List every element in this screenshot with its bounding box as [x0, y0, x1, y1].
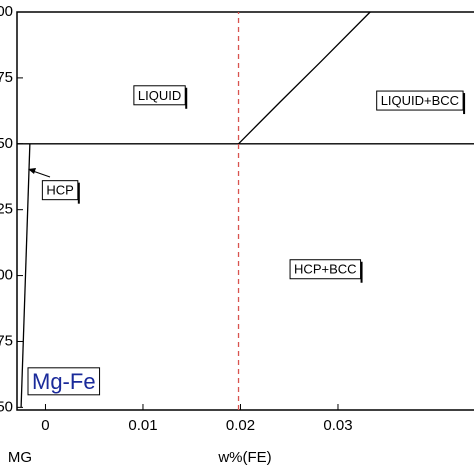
y-tick-label: 50	[0, 135, 13, 152]
arrow-head	[28, 168, 36, 174]
y-tick-label: 50	[0, 398, 13, 415]
y-tick-label: 00	[0, 3, 13, 20]
region-label: LIQUID	[138, 88, 181, 103]
y-tick-label: 25	[0, 201, 13, 218]
region-label: LIQUID+BCC	[381, 93, 459, 108]
region-label: HCP	[46, 183, 73, 198]
y-tick-label: 00	[0, 267, 13, 284]
system-label: Mg-Fe	[32, 369, 96, 394]
x-tick-label: 0.03	[323, 417, 352, 434]
y-tick-label: 75	[0, 69, 13, 86]
x-tick-label: 0.01	[128, 417, 157, 434]
label-shadow	[360, 261, 363, 283]
label-shadow	[77, 182, 80, 204]
system-label-box	[27, 367, 101, 396]
y-tick-label: 75	[0, 332, 13, 349]
x-tick-label: 0.02	[226, 417, 255, 434]
phase-boundary	[20, 143, 31, 408]
x-start-label: MG	[8, 449, 32, 466]
region-label: HCP+BCC	[294, 262, 357, 277]
label-shadow	[463, 93, 466, 115]
x-axis-label: w%(FE)	[217, 449, 271, 466]
phase-boundary	[238, 11, 371, 145]
x-tick-label: 0	[41, 417, 49, 434]
plot-frame	[16, 11, 474, 411]
label-shadow	[185, 87, 188, 109]
